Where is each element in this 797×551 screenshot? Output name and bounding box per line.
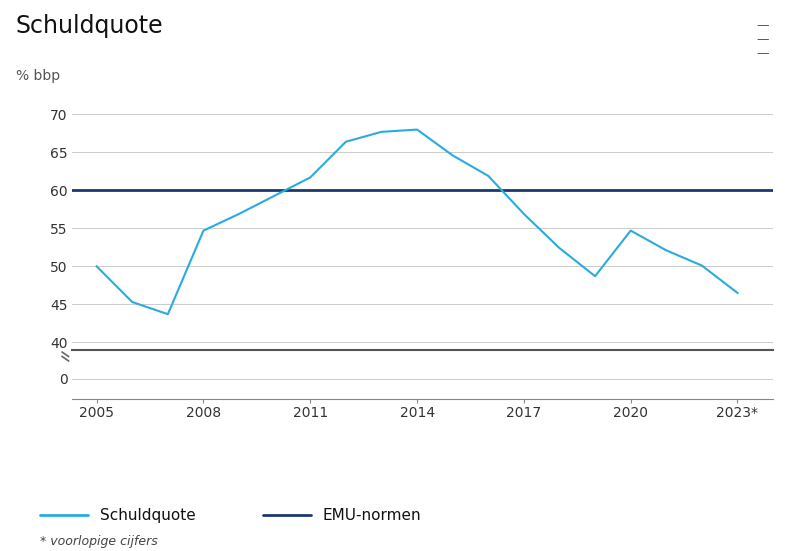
Text: —: — <box>756 19 769 33</box>
Text: —: — <box>756 47 769 60</box>
Text: —: — <box>756 33 769 46</box>
Text: EMU-normen: EMU-normen <box>323 507 422 523</box>
Text: Schuldquote: Schuldquote <box>100 507 195 523</box>
Text: % bbp: % bbp <box>16 69 60 83</box>
Text: Schuldquote: Schuldquote <box>16 14 163 38</box>
Text: * voorlopige cijfers: * voorlopige cijfers <box>40 534 158 548</box>
